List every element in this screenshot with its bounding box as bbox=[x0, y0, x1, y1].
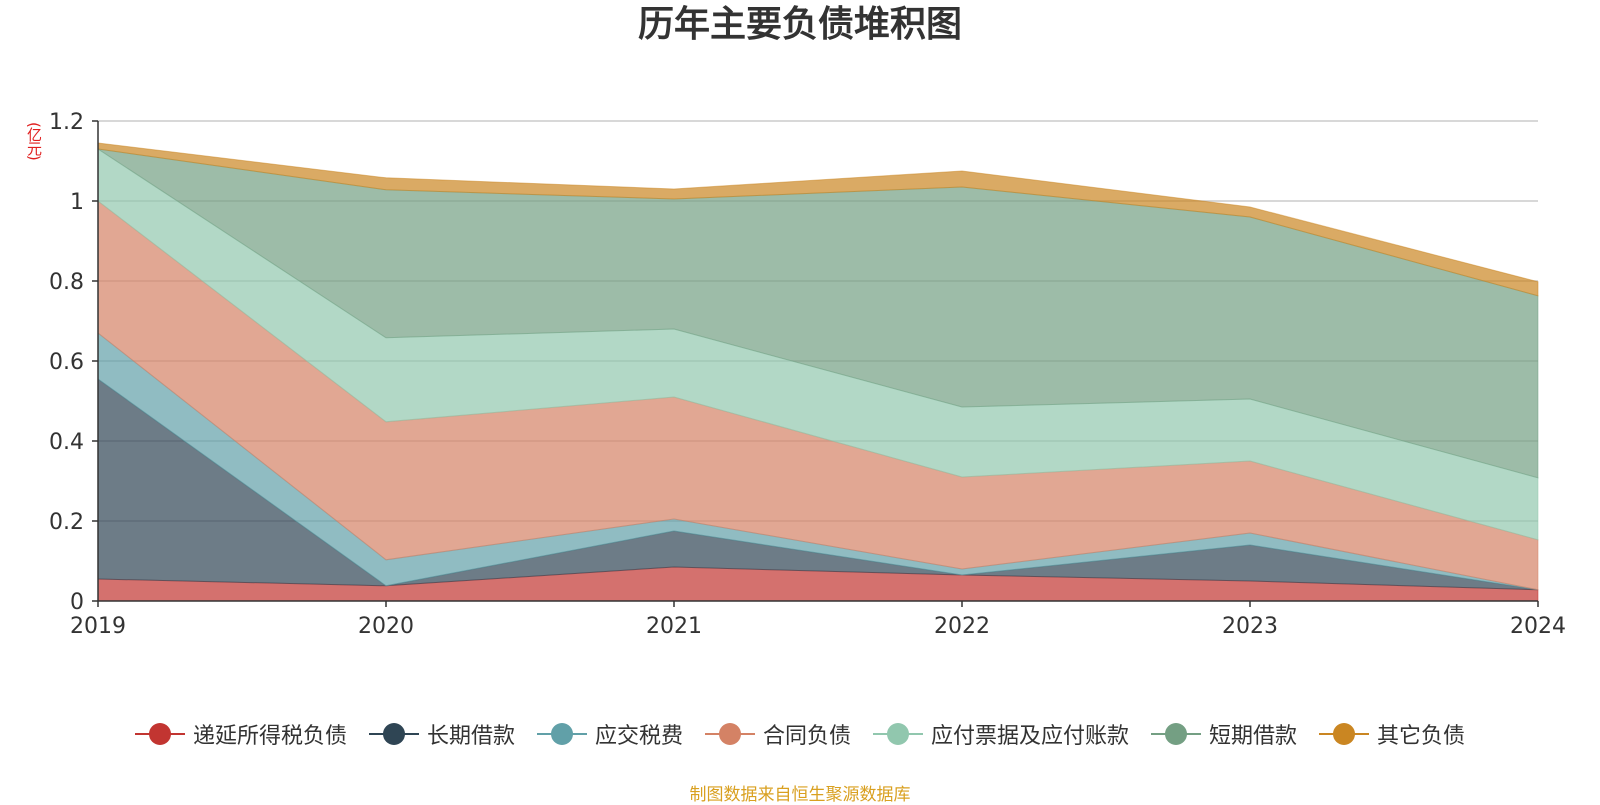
area-series bbox=[97, 142, 1539, 602]
legend-marker-icon bbox=[704, 722, 755, 746]
legend-label: 应付票据及应付账款 bbox=[931, 724, 1130, 749]
y-tick-label: 0.6 bbox=[49, 350, 84, 375]
legend-item[interactable]: 合同负债 bbox=[704, 718, 851, 750]
x-tick-label: 2020 bbox=[358, 614, 414, 639]
legend-dot-icon bbox=[382, 723, 405, 745]
legend-label: 合同负债 bbox=[762, 724, 851, 749]
y-tick-label: 1.2 bbox=[49, 110, 84, 135]
legend-label: 应交税费 bbox=[594, 724, 683, 749]
legend-label: 其它负债 bbox=[1377, 724, 1466, 749]
legend-item[interactable]: 应付票据及应付账款 bbox=[873, 718, 1129, 750]
x-tick-label: 2022 bbox=[934, 614, 990, 639]
legend-label: 长期借款 bbox=[426, 724, 515, 749]
x-tick-label: 2023 bbox=[1222, 614, 1278, 639]
legend-label: 短期借款 bbox=[1209, 724, 1298, 749]
area-series-6 bbox=[97, 142, 1539, 297]
legend-dot-icon bbox=[550, 723, 573, 745]
legend-item[interactable]: 应交税费 bbox=[536, 718, 683, 750]
legend-item[interactable]: 短期借款 bbox=[1151, 718, 1297, 750]
legend-label: 递延所得税负债 bbox=[192, 724, 347, 749]
legend-marker-icon bbox=[536, 722, 587, 746]
legend-marker-icon bbox=[873, 722, 923, 746]
y-tick-label: 0.8 bbox=[49, 270, 84, 295]
legend-dot-icon bbox=[1165, 723, 1188, 745]
y-tick-label: 0 bbox=[70, 590, 84, 615]
legend-marker-icon bbox=[1319, 722, 1370, 746]
legend-marker-icon bbox=[368, 722, 419, 746]
legend-marker-icon bbox=[134, 722, 185, 746]
legend-dot-icon bbox=[887, 723, 909, 745]
legend-dot-icon bbox=[148, 723, 171, 745]
legend-item[interactable]: 长期借款 bbox=[368, 718, 515, 750]
legend: 递延所得税负债 长期借款 应交税费 合同负债 应付票据及应付账款 短期借款 其它负债 bbox=[0, 718, 1600, 750]
legend-dot-icon bbox=[718, 723, 741, 745]
source-note: 制图数据来自恒生聚源数据库 bbox=[689, 785, 911, 805]
axes: 0 0.2 0.4 0.6 0.8 1 1.2 2019 2020 2021 2022 2023 202… bbox=[49, 110, 1566, 639]
chart-title: 历年主要负债堆积图 bbox=[637, 4, 962, 45]
legend-item[interactable]: 其它负债 bbox=[1319, 718, 1465, 750]
legend-dot-icon bbox=[1333, 723, 1356, 745]
x-tick-label: 2019 bbox=[70, 614, 126, 639]
y-tick-label: 0.4 bbox=[49, 430, 84, 455]
legend-item[interactable]: 递延所得税负债 bbox=[134, 718, 347, 750]
y-tick-label: 1 bbox=[70, 190, 84, 215]
x-tick-label: 2021 bbox=[646, 614, 702, 639]
y-tick-label: 0.2 bbox=[49, 510, 84, 535]
legend-marker-icon bbox=[1151, 722, 1202, 746]
x-tick-label: 2024 bbox=[1510, 614, 1566, 639]
y-axis-unit-label: (亿元) bbox=[25, 122, 43, 160]
